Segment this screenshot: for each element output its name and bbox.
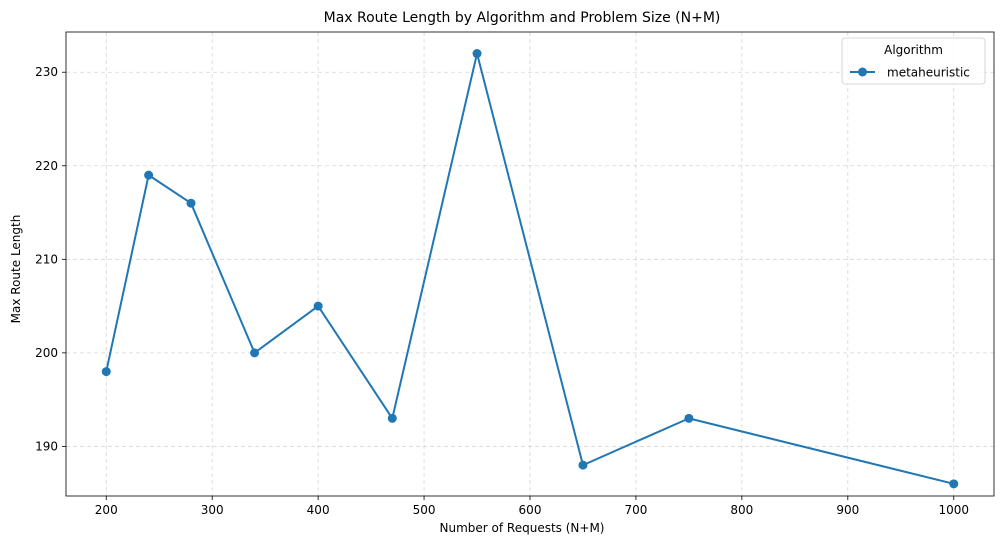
data-point (387, 413, 397, 423)
y-tick-label: 220 (35, 159, 58, 173)
data-point (313, 301, 323, 311)
x-axis: 200 300 400 500 600 700 800 900 1000 (95, 496, 969, 517)
y-tick-label: 200 (35, 346, 58, 360)
legend-title: Algorithm (884, 43, 943, 57)
x-tick-label: 700 (624, 503, 647, 517)
y-axis-label: Max Route Length (9, 215, 23, 324)
y-tick-label: 230 (35, 65, 58, 79)
data-point (949, 479, 959, 489)
y-tick-label: 190 (35, 439, 58, 453)
data-point (250, 348, 260, 358)
y-axis: 190 200 210 220 230 (35, 65, 66, 453)
chart-title: Max Route Length by Algorithm and Proble… (324, 10, 721, 26)
x-tick-label: 300 (201, 503, 224, 517)
data-point (101, 367, 111, 377)
legend: Algorithm metaheuristic (841, 37, 986, 85)
x-tick-label: 900 (836, 503, 859, 517)
grid (66, 32, 994, 496)
legend-box (841, 37, 986, 85)
series-layer (101, 49, 959, 489)
data-point (684, 413, 694, 423)
x-tick-label: 500 (413, 503, 436, 517)
legend-marker-metaheuristic (858, 67, 867, 77)
x-tick-label: 1000 (938, 503, 969, 517)
x-axis-label: Number of Requests (N+M) (440, 521, 605, 535)
x-tick-label: 400 (307, 503, 330, 517)
x-tick-label: 200 (95, 503, 118, 517)
data-point (472, 49, 482, 59)
x-tick-label: 800 (730, 503, 753, 517)
y-tick-label: 210 (35, 252, 58, 266)
series-line-metaheuristic (105, 52, 954, 485)
data-point (578, 460, 588, 470)
x-tick-label: 600 (519, 503, 542, 517)
data-point (144, 170, 154, 180)
legend-label-metaheuristic: metaheuristic (887, 66, 970, 80)
data-point (186, 198, 196, 208)
